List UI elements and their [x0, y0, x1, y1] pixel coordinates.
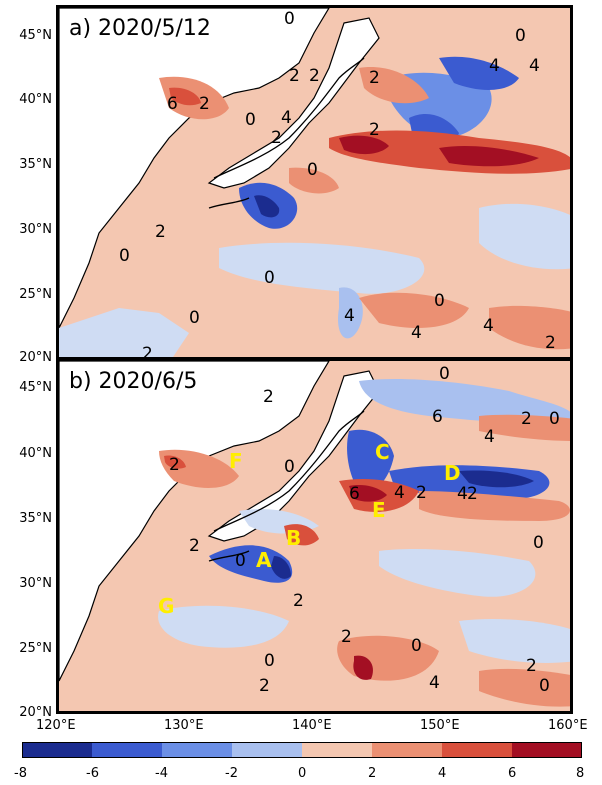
panel-b-field — [59, 361, 570, 707]
region-label-d: D — [444, 461, 461, 485]
colorbar-swatch — [232, 742, 302, 758]
contour-label: 4 — [281, 108, 292, 128]
region-label-a: A — [256, 548, 272, 572]
contour-label: 2 — [521, 409, 532, 429]
contour-label: 0 — [119, 246, 130, 266]
lat-tick-a: 20°N — [19, 350, 52, 365]
panel-b-map: b) 2020/6/5 A B C D E F G 2 0 2 0 6 4 2 … — [56, 358, 573, 714]
contour-label: 2 — [263, 387, 274, 407]
contour-label: 4 — [429, 673, 440, 693]
contour-label: 2 — [416, 483, 427, 503]
lat-tick-b: 25°N — [19, 641, 52, 656]
colorbar-swatch — [442, 742, 512, 758]
lon-tick: 160°E — [548, 718, 588, 733]
lat-tick-b: 35°N — [19, 511, 52, 526]
colorbar-swatch — [22, 742, 92, 758]
colorbar-tick: 4 — [438, 766, 447, 781]
contour-label: 6 — [432, 407, 443, 427]
contour-label: 2 — [142, 344, 153, 360]
contour-label: 0 — [264, 268, 275, 288]
panel-b-title: b) 2020/6/5 — [69, 369, 198, 394]
contour-label: 0 — [549, 409, 560, 429]
contour-label: 2 — [271, 128, 282, 148]
lat-tick-a: 35°N — [19, 157, 52, 172]
contour-label: 4 — [489, 56, 500, 76]
contour-label: 2 — [341, 627, 352, 647]
colorbar-swatch — [162, 742, 232, 758]
contour-label: 0 — [245, 110, 256, 130]
contour-label: 4 — [411, 323, 422, 343]
contour-label: 2 — [259, 676, 270, 696]
contour-label: 0 — [284, 9, 295, 29]
panel-a-field — [59, 8, 570, 357]
contour-label: 2 — [293, 591, 304, 611]
contour-label: 4 — [484, 427, 495, 447]
contour-label: 0 — [284, 457, 295, 477]
contour-label: 2 — [309, 66, 320, 86]
colorbar-swatch — [372, 742, 442, 758]
lat-tick-b: 20°N — [19, 705, 52, 720]
contour-label: 4 — [529, 56, 540, 76]
region-label-e: E — [372, 498, 386, 522]
colorbar-swatch — [512, 742, 582, 758]
colorbar-swatch — [92, 742, 162, 758]
contour-label: 0 — [439, 364, 450, 384]
lat-tick-a: 30°N — [19, 222, 52, 237]
contour-label: 2 — [289, 66, 300, 86]
contour-label: 2 — [155, 222, 166, 242]
lon-tick: 150°E — [420, 718, 460, 733]
region-label-f: F — [229, 449, 243, 473]
contour-label: 2 — [369, 68, 380, 88]
contour-label: 0 — [539, 676, 550, 696]
contour-label: 0 — [533, 533, 544, 553]
lat-tick-a: 45°N — [19, 28, 52, 43]
contour-label: 2 — [545, 333, 556, 353]
panel-a-title: a) 2020/5/12 — [69, 16, 211, 41]
contour-label: 0 — [411, 636, 422, 656]
lat-tick-a: 25°N — [19, 287, 52, 302]
contour-label: 2 — [169, 455, 180, 475]
panel-a-map: a) 2020/5/12 0 0 2 2 4 4 6 2 0 2 4 2 0 0… — [56, 5, 573, 360]
colorbar-tick: 2 — [368, 766, 377, 781]
contour-label: 4 — [483, 316, 494, 336]
contour-label: 0 — [264, 651, 275, 671]
contour-label: 0 — [434, 291, 445, 311]
contour-label: 4 — [457, 484, 468, 504]
colorbar-tick: -6 — [86, 766, 99, 781]
contour-label: 0 — [307, 160, 318, 180]
lon-tick: 130°E — [164, 718, 204, 733]
colorbar-tick: -8 — [14, 766, 27, 781]
region-label-c: C — [375, 440, 390, 464]
region-label-g: G — [158, 594, 175, 618]
lat-tick-a: 40°N — [19, 92, 52, 107]
contour-label: 2 — [467, 484, 478, 504]
contour-label: 6 — [167, 94, 178, 114]
colorbar-tick: 8 — [576, 766, 585, 781]
lon-tick: 140°E — [292, 718, 332, 733]
lon-tick: 120°E — [36, 718, 76, 733]
colorbar-tick: 0 — [298, 766, 307, 781]
colorbar-tick: -4 — [155, 766, 168, 781]
region-label-b: B — [286, 526, 302, 550]
lat-tick-b: 30°N — [19, 576, 52, 591]
contour-label: 2 — [369, 120, 380, 140]
colorbar-tick: 6 — [508, 766, 517, 781]
contour-label: 4 — [344, 306, 355, 326]
contour-label: 2 — [199, 94, 210, 114]
colorbar-tick: -2 — [225, 766, 238, 781]
contour-label: 0 — [515, 26, 526, 46]
colorbar-swatch — [302, 742, 372, 758]
contour-label: 4 — [394, 483, 405, 503]
lat-tick-b: 45°N — [19, 380, 52, 395]
contour-label: 0 — [189, 308, 200, 328]
contour-label: 6 — [349, 484, 360, 504]
colorbar — [22, 742, 582, 758]
contour-label: 2 — [526, 656, 537, 676]
contour-label: 0 — [235, 551, 246, 571]
lat-tick-b: 40°N — [19, 446, 52, 461]
contour-label: 2 — [189, 536, 200, 556]
